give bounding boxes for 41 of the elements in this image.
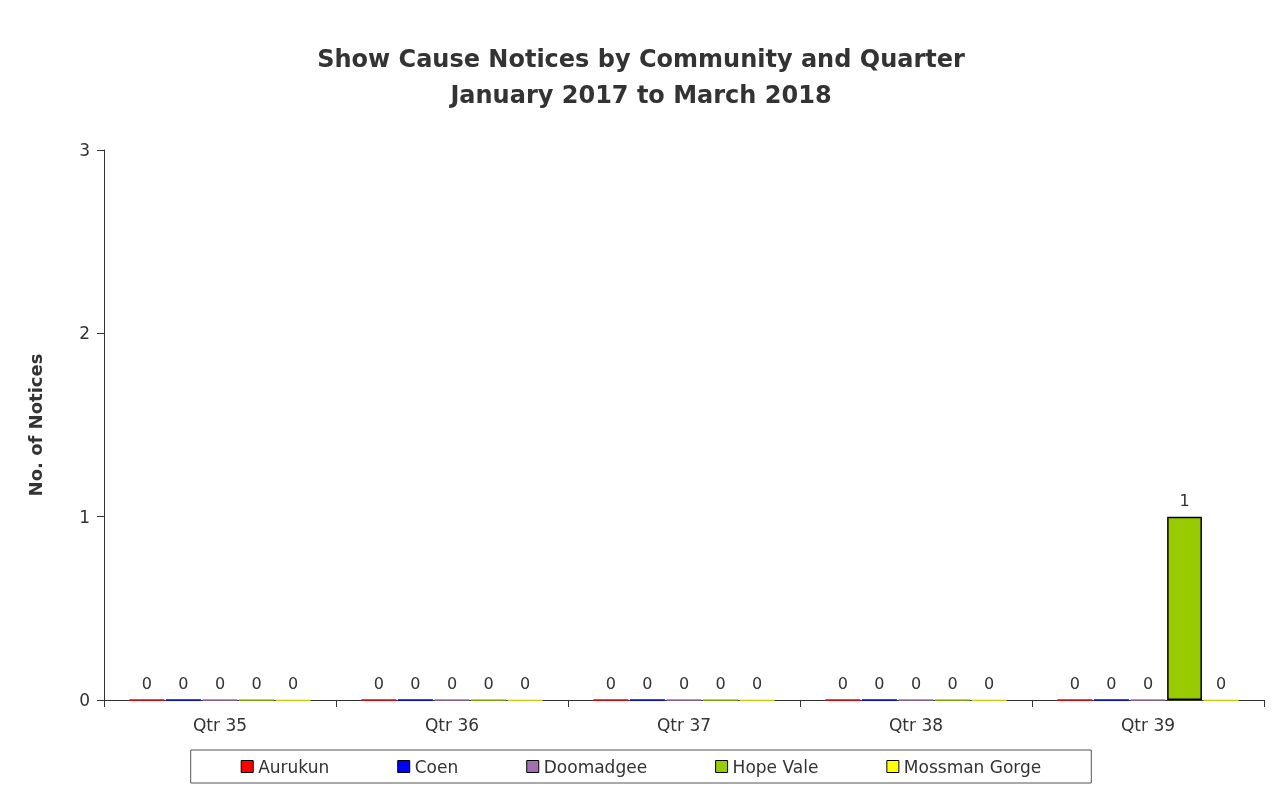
data-label: 0: [410, 674, 421, 693]
data-label: 0: [874, 674, 885, 693]
chart-title: Show Cause Notices by Community and Quarter January 2017 to March 2018: [317, 45, 966, 109]
data-label: 0: [605, 674, 617, 693]
x-tick-label: Qtr 38: [888, 714, 944, 735]
legend-label: Mossman Gorge: [903, 756, 1042, 777]
data-label: 0: [715, 674, 726, 693]
y-tick-label: 0: [79, 690, 90, 710]
data-label: 0: [983, 674, 995, 693]
data-label: 0: [751, 674, 763, 693]
data-label: 1: [1179, 491, 1190, 511]
data-label: 0: [1069, 674, 1081, 693]
data-label: 0: [287, 674, 299, 693]
data-label: 0: [446, 674, 458, 693]
data-label: 0: [178, 674, 189, 693]
x-tick-label: Qtr 39: [1120, 714, 1176, 735]
data-label: 0: [678, 674, 690, 693]
data-label: 0: [519, 674, 531, 693]
x-tick-label: Qtr 35: [192, 714, 248, 735]
legend-label: Coen: [414, 756, 459, 777]
data-label: 0: [910, 674, 922, 693]
y-tick-label: 1: [79, 506, 90, 527]
y-tick-label: 2: [79, 323, 90, 344]
data-label: 0: [373, 674, 385, 693]
data-label: 0: [251, 674, 262, 693]
data-label: 0: [642, 674, 653, 693]
data-label: 0: [214, 674, 226, 693]
y-tick-label: 3: [79, 140, 90, 160]
legend-label: Hope Vale: [732, 756, 819, 777]
legend-label: Doomadgee: [543, 756, 648, 777]
data-label: 0: [1215, 674, 1227, 693]
legend-label: Aurukun: [258, 756, 330, 777]
x-tick-label: Qtr 37: [656, 714, 712, 735]
data-label: 0: [1106, 674, 1117, 693]
data-label: 0: [837, 674, 849, 693]
data-label: 0: [483, 674, 494, 693]
data-label: 0: [947, 674, 958, 693]
data-label: 0: [1142, 674, 1154, 693]
data-label: 0: [141, 674, 153, 693]
x-tick-label: Qtr 36: [424, 714, 480, 735]
y-axis-title: No. of Notices: [24, 353, 46, 497]
